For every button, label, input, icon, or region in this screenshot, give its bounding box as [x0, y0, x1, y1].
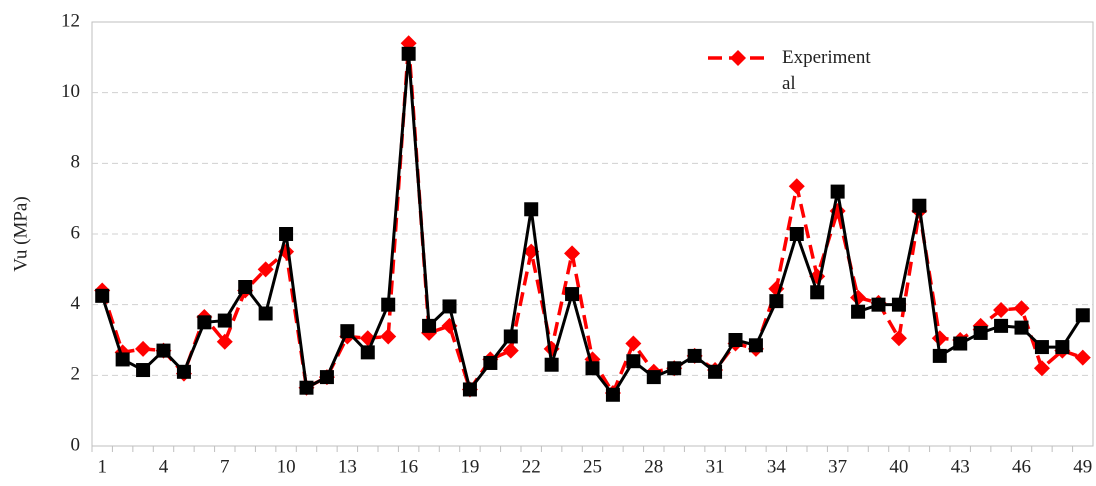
data-point — [810, 285, 825, 300]
x-tick-label: 1 — [97, 456, 107, 477]
data-point — [217, 313, 232, 328]
data-point — [462, 382, 477, 397]
data-point — [502, 342, 519, 359]
x-tick-label: 40 — [889, 456, 908, 477]
y-tick-label: 10 — [61, 81, 80, 102]
data-point — [667, 361, 682, 376]
data-point — [851, 304, 866, 319]
data-point — [381, 297, 396, 312]
data-point — [380, 328, 397, 345]
x-tick-label: 4 — [159, 456, 169, 477]
data-point — [564, 245, 581, 262]
data-point — [1013, 300, 1030, 317]
data-point — [401, 46, 416, 61]
x-tick-label: 31 — [706, 456, 725, 477]
data-point — [625, 335, 642, 352]
data-point — [136, 363, 151, 378]
x-tick-label: 34 — [767, 456, 787, 477]
data-point — [483, 355, 498, 370]
x-tick-label: 37 — [828, 456, 847, 477]
x-tick-label: 7 — [220, 456, 230, 477]
data-point — [788, 178, 805, 195]
x-tick-label: 43 — [951, 456, 970, 477]
y-tick-label: 6 — [71, 222, 81, 243]
data-point — [728, 333, 743, 347]
data-point — [156, 343, 171, 358]
x-tick-label: 25 — [583, 456, 602, 477]
x-tick-label: 49 — [1073, 456, 1092, 477]
data-point — [442, 299, 457, 314]
data-point — [708, 364, 723, 379]
x-tick-label: 28 — [644, 456, 663, 477]
data-point — [524, 202, 539, 217]
data-point — [258, 306, 273, 321]
data-point — [789, 227, 804, 241]
x-tick-label: 16 — [399, 456, 418, 477]
data-point — [748, 338, 763, 353]
y-tick-label: 2 — [71, 364, 81, 385]
data-point — [994, 318, 1009, 333]
data-point — [830, 184, 845, 199]
data-point — [1074, 349, 1091, 366]
data-point — [1033, 360, 1050, 377]
x-tick-label: 22 — [522, 456, 541, 477]
data-point — [891, 297, 906, 312]
data-point — [890, 330, 907, 347]
x-tick-label: 13 — [338, 456, 357, 477]
y-tick-label: 12 — [61, 10, 80, 31]
data-point — [503, 329, 518, 344]
legend-marker — [730, 50, 746, 66]
data-point — [238, 280, 253, 294]
data-point — [1055, 340, 1070, 355]
data-point — [626, 354, 641, 369]
y-axis-label: Vu (MPa) — [10, 196, 31, 271]
data-point — [115, 352, 130, 367]
data-point — [1014, 320, 1029, 335]
data-point — [319, 370, 334, 385]
data-point — [565, 287, 580, 302]
data-point — [953, 336, 968, 351]
data-point — [544, 357, 559, 372]
data-point — [1034, 340, 1049, 355]
y-tick-label: 4 — [71, 293, 81, 314]
data-point — [197, 315, 212, 330]
data-point — [216, 333, 233, 350]
data-point — [993, 301, 1010, 318]
legend-label: Experimental — [782, 47, 871, 94]
data-point — [422, 318, 437, 333]
data-point — [257, 261, 274, 278]
data-point — [931, 330, 948, 347]
y-tick-label: 8 — [71, 152, 81, 173]
y-tick-label: 0 — [71, 434, 81, 455]
data-point — [769, 294, 784, 309]
data-point — [95, 288, 110, 303]
x-tick-label: 19 — [460, 456, 479, 477]
data-point — [340, 324, 355, 339]
data-point — [135, 340, 152, 357]
data-point — [299, 380, 314, 395]
data-point — [687, 348, 702, 363]
data-point — [646, 370, 661, 385]
data-point — [871, 297, 886, 312]
x-tick-label: 46 — [1012, 456, 1031, 477]
data-point — [1075, 308, 1090, 323]
data-point — [279, 227, 294, 241]
data-point — [932, 348, 947, 363]
legend-entry: Experimental — [782, 47, 871, 94]
data-point — [973, 325, 988, 340]
data-point — [585, 361, 600, 376]
series-line — [100, 52, 1085, 397]
data-point — [176, 364, 191, 379]
data-point — [360, 345, 375, 360]
data-point — [605, 387, 620, 402]
data-point — [912, 198, 927, 213]
x-tick-label: 10 — [277, 456, 296, 477]
